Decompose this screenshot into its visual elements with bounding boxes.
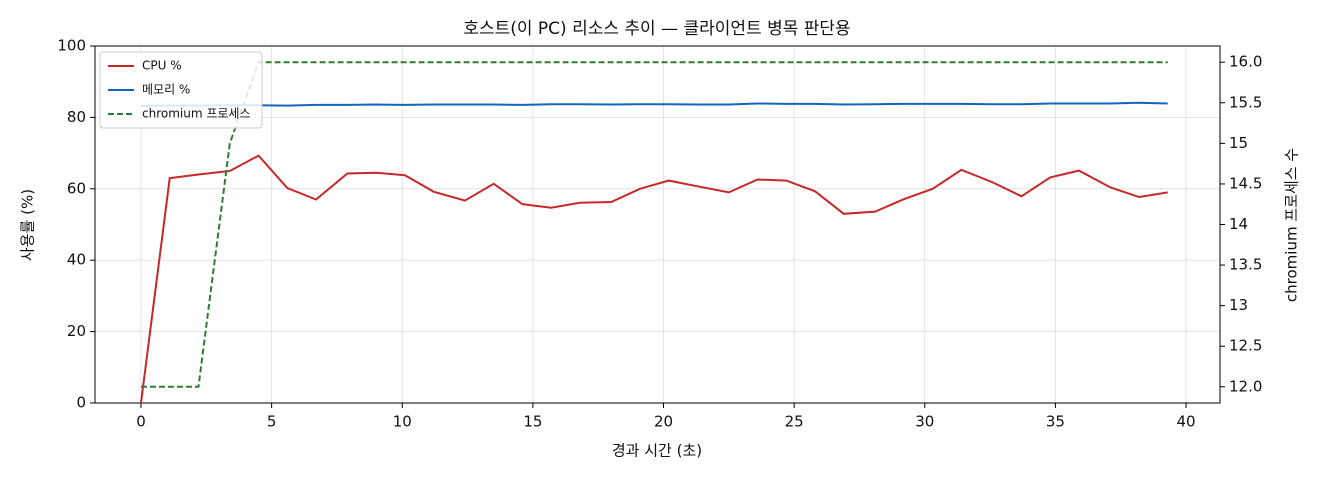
y-axis-label: 사용률 (%) [19,189,37,261]
x-tick-label: 20 [654,413,673,431]
legend-label: CPU % [142,59,182,73]
chart-title: 호스트(이 PC) 리소스 추이 — 클라이언트 병목 판단용 [463,19,850,39]
y-tick-label: 40 [67,251,86,269]
y2-tick-label: 15 [1229,134,1248,152]
y2-tick-label: 13 [1229,296,1248,314]
y2-tick-label: 14 [1229,215,1248,233]
plot-frame [94,45,1221,404]
x-tick-label: 0 [136,413,146,431]
y2-tick-label: 13.5 [1229,256,1262,274]
y2-tick-label: 15.5 [1229,93,1262,111]
y-tick-label: 80 [67,108,86,126]
y2-tick-label: 14.5 [1229,174,1262,192]
y-tick-label: 0 [76,394,86,412]
x-tick-label: 35 [1046,413,1065,431]
y-tick-label: 100 [57,37,86,55]
y-tick-label: 60 [67,179,86,197]
x-tick-label: 15 [523,413,542,431]
x-tick-label: 40 [1176,413,1195,431]
y2-tick-label: 16.0 [1229,53,1262,71]
x-tick-label: 5 [267,413,277,431]
legend-label: 메모리 % [142,83,190,97]
series-line [139,154,1168,404]
x-axis-label: 경과 시간 (초) [612,442,702,460]
x-tick-label: 30 [915,413,934,431]
series-line [140,61,1168,388]
series-line [140,101,1168,107]
legend-label: chromium 프로세스 [142,107,251,121]
x-tick-label: 25 [785,413,804,431]
y2-tick-label: 12.5 [1229,337,1262,355]
legend-box [99,51,263,129]
x-tick-label: 10 [393,413,412,431]
y-tick-label: 20 [67,322,86,340]
y2-axis-label: chromium 프로세스 수 [1283,148,1301,302]
y2-tick-label: 12.0 [1229,377,1262,395]
